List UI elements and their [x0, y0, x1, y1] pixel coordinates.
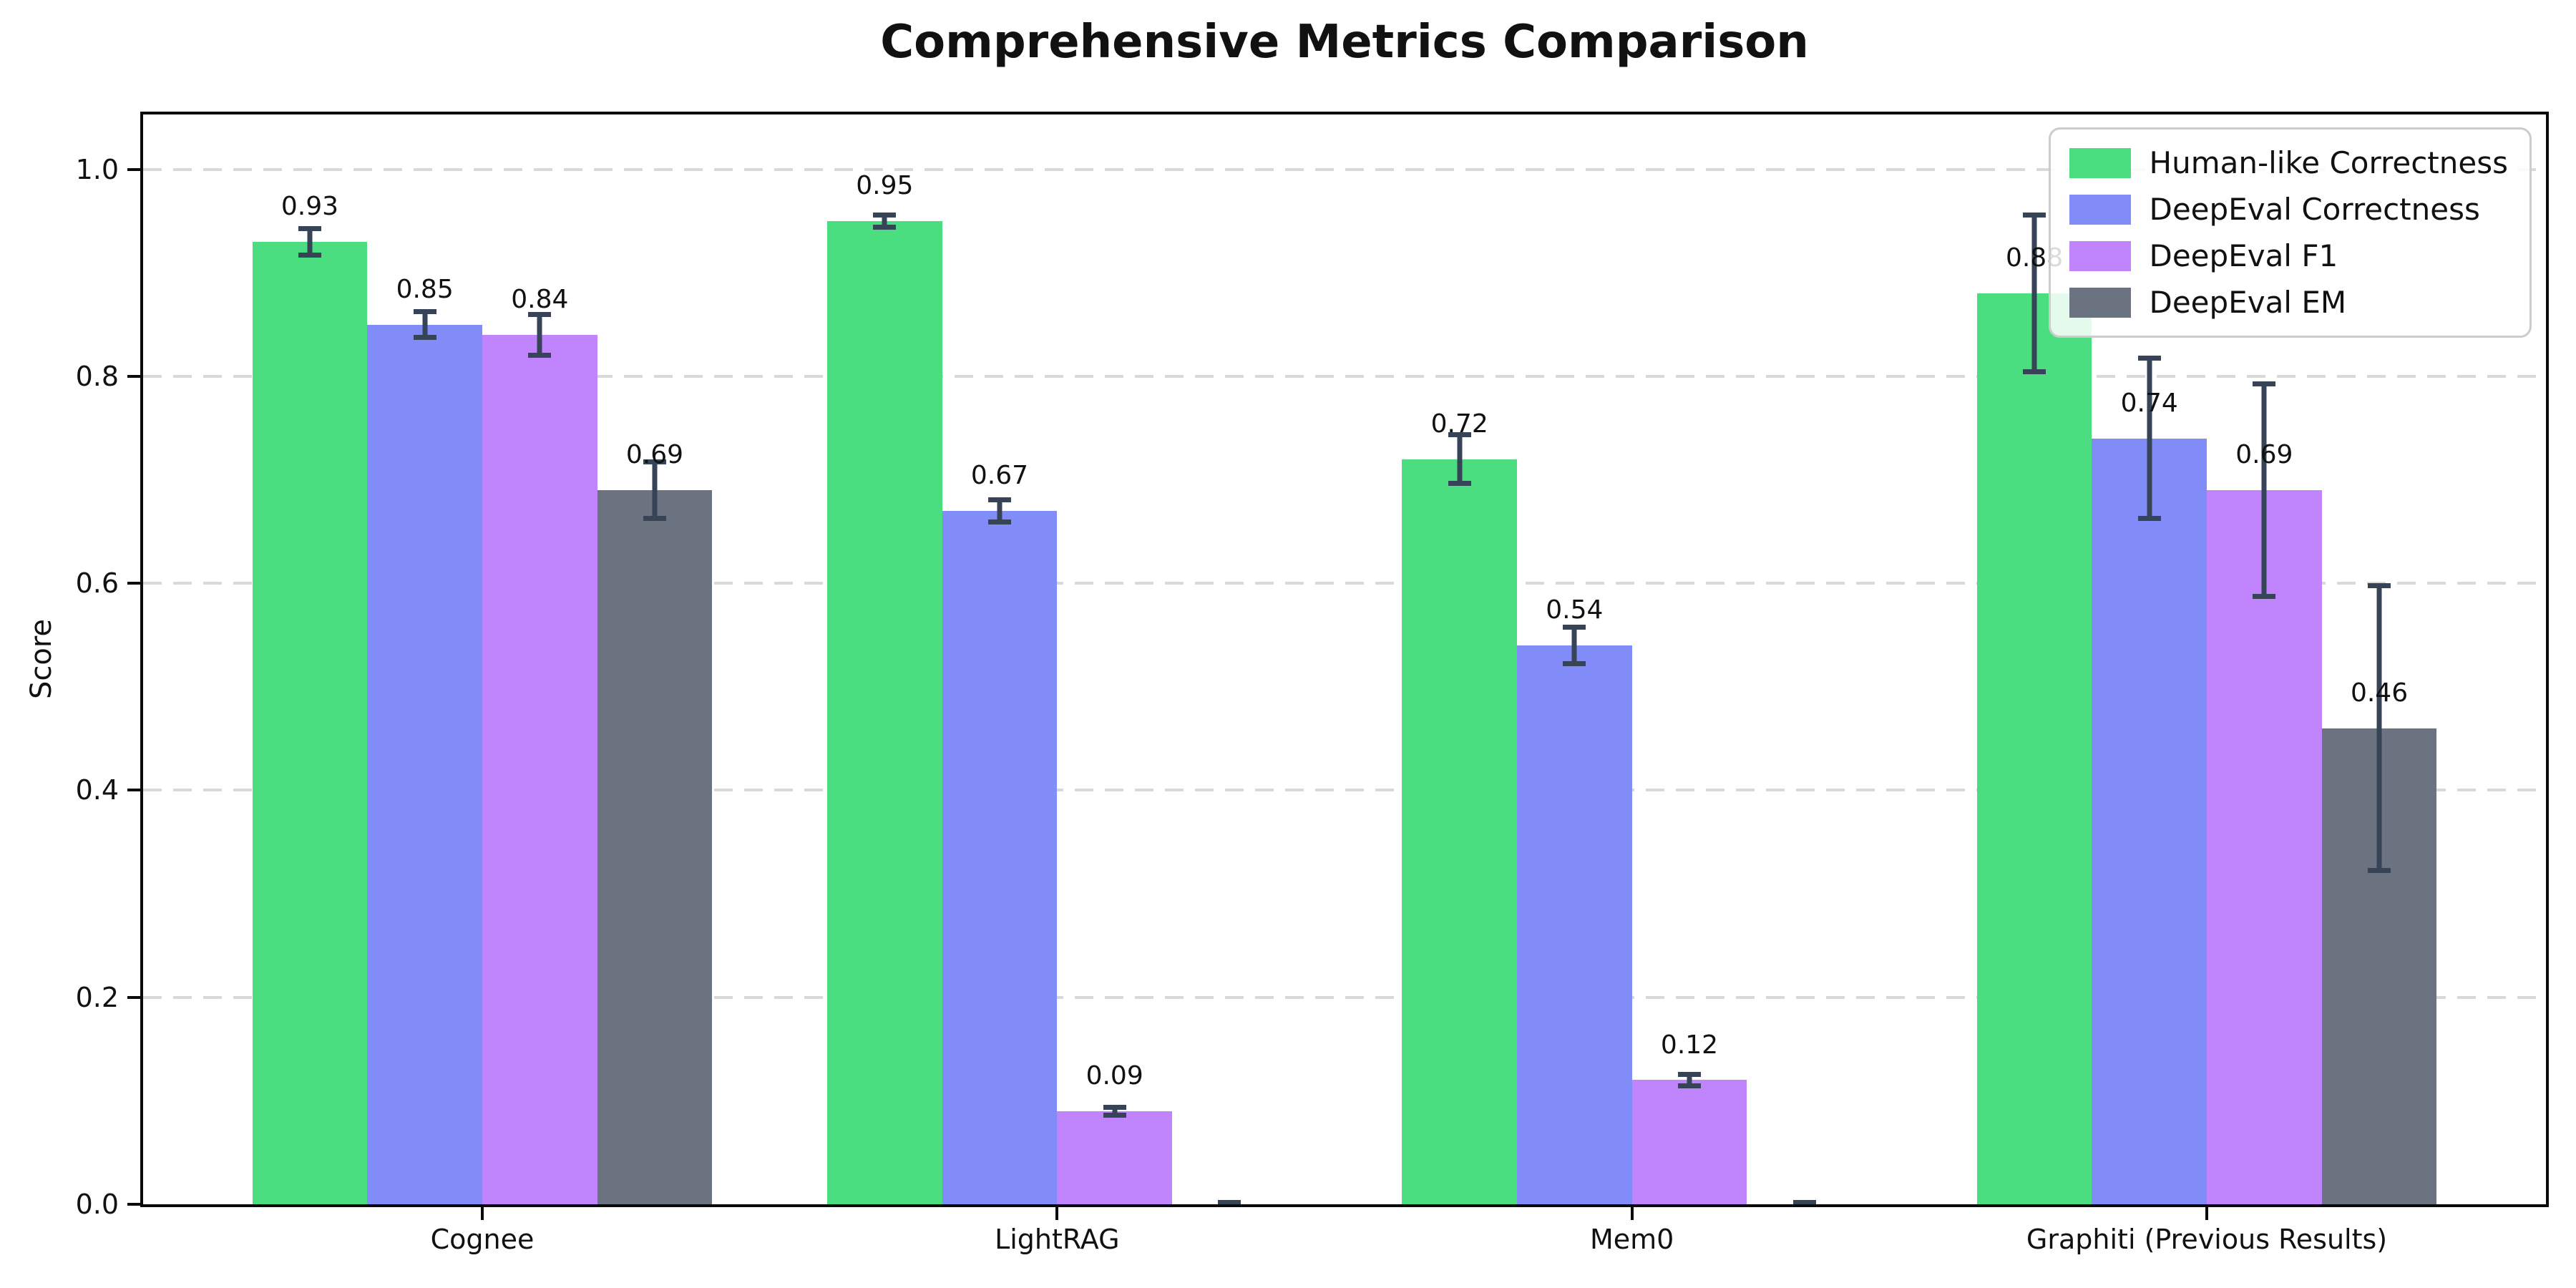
error-bar-deepeval-em-graphiti-previous-results: [2368, 583, 2391, 874]
legend-label-deepeval-correctness: DeepEval Correctness: [2149, 192, 2480, 227]
bar-human-like-correctness-graphiti-previous-results: [1976, 293, 2092, 1204]
x-tick-label-mem0: Mem0: [1589, 1224, 1674, 1255]
bar-deepeval-correctness-lightrag: [942, 510, 1058, 1204]
y-tick-mark: [127, 374, 140, 378]
y-axis-label: Score: [25, 618, 58, 700]
bar-deepeval-correctness-cognee: [367, 324, 482, 1204]
gridline-0.4: [143, 789, 2546, 792]
bar-value-label-human-like-correctness-lightrag: 0.95: [856, 171, 914, 201]
y-tick-label-1.0: 1.0: [75, 153, 119, 185]
y-tick-label-0.6: 0.6: [75, 567, 119, 600]
y-tick-mark: [127, 582, 140, 585]
bar-value-label-deepeval-f1-lightrag: 0.09: [1085, 1060, 1143, 1091]
legend-item-deepeval-f1: DeepEval F1: [2069, 238, 2509, 273]
bar-deepeval-f1-graphiti-previous-results: [2207, 490, 2322, 1204]
bar-deepeval-f1-lightrag: [1057, 1111, 1172, 1204]
error-bar-deepeval-f1-lightrag: [1103, 1105, 1126, 1118]
error-bar-deepeval-correctness-mem0: [1563, 625, 1586, 666]
x-tick-mark: [1630, 1207, 1634, 1220]
error-bar-deepeval-em-mem0: [1792, 1200, 1816, 1204]
error-bar-human-like-correctness-mem0: [1448, 432, 1471, 487]
legend-item-deepeval-em: DeepEval EM: [2069, 285, 2509, 320]
bar-value-label-human-like-correctness-cognee: 0.93: [280, 191, 339, 221]
bar-human-like-correctness-lightrag: [826, 220, 942, 1204]
bar-value-label-deepeval-correctness-graphiti-previous-results: 0.74: [2120, 388, 2178, 418]
legend-item-human-like-correctness: Human-like Correctness: [2069, 145, 2509, 180]
error-bar-deepeval-correctness-cognee: [413, 308, 436, 341]
legend-swatch-deepeval-correctness: [2069, 194, 2131, 225]
gridline-0.6: [143, 582, 2546, 585]
legend-label-deepeval-f1: DeepEval F1: [2149, 238, 2338, 273]
error-bar-human-like-correctness-lightrag: [873, 213, 897, 230]
y-tick-mark: [127, 167, 140, 171]
x-tick-label-graphiti-previous-results: Graphiti (Previous Results): [2026, 1224, 2388, 1255]
legend-label-human-like-correctness: Human-like Correctness: [2149, 145, 2509, 180]
legend-item-deepeval-correctness: DeepEval Correctness: [2069, 192, 2509, 227]
error-bar-human-like-correctness-cognee: [298, 226, 321, 258]
legend-label-deepeval-em: DeepEval EM: [2149, 285, 2347, 320]
y-tick-label-0.8: 0.8: [75, 360, 119, 392]
bar-deepeval-correctness-graphiti-previous-results: [2092, 438, 2207, 1204]
x-tick-label-cognee: Cognee: [430, 1224, 535, 1255]
error-bar-deepeval-f1-mem0: [1678, 1071, 1701, 1089]
y-tick-label-0.4: 0.4: [75, 774, 119, 806]
x-tick-mark: [480, 1207, 484, 1220]
error-bar-human-like-correctness-graphiti-previous-results: [2023, 213, 2046, 375]
bar-deepeval-correctness-mem0: [1517, 645, 1632, 1204]
gridline-1.0: [143, 167, 2546, 171]
bar-value-label-deepeval-em-graphiti-previous-results: 0.46: [2350, 678, 2409, 708]
plot-area: 0.93 0.95 0.72 0.88 0.85 0.67 0.54 0.74 0.84 0.09…: [140, 112, 2549, 1207]
y-tick-label-0.2: 0.2: [75, 981, 119, 1013]
bar-value-label-human-like-correctness-mem0: 0.72: [1430, 409, 1488, 439]
bar-value-label-deepeval-f1-cognee: 0.84: [511, 285, 569, 315]
y-tick-label-0.0: 0.0: [75, 1189, 119, 1220]
y-tick-mark: [127, 789, 140, 792]
bar-value-label-deepeval-em-cognee: 0.69: [625, 440, 684, 470]
gridline-0.8: [143, 374, 2546, 378]
y-tick-mark: [127, 995, 140, 999]
bar-value-label-deepeval-correctness-cognee: 0.85: [396, 274, 454, 304]
chart-title: Comprehensive Metrics Comparison: [880, 16, 1809, 69]
bar-value-label-deepeval-f1-mem0: 0.12: [1660, 1030, 1719, 1060]
bar-value-label-deepeval-correctness-lightrag: 0.67: [970, 461, 1029, 491]
error-bar-deepeval-f1-cognee: [528, 312, 552, 358]
legend: Human-like Correctness DeepEval Correctne…: [2048, 127, 2532, 338]
bar-human-like-correctness-mem0: [1402, 459, 1517, 1204]
error-bar-deepeval-em-cognee: [643, 459, 666, 522]
x-tick-mark: [2205, 1207, 2209, 1220]
bar-deepeval-f1-mem0: [1631, 1080, 1747, 1204]
bar-deepeval-em-cognee: [597, 490, 713, 1204]
x-tick-mark: [1055, 1207, 1059, 1220]
bar-human-like-correctness-cognee: [252, 241, 368, 1204]
bar-deepeval-f1-cognee: [482, 335, 597, 1204]
gridline-0.2: [143, 995, 2546, 999]
bar-value-label-deepeval-correctness-mem0: 0.54: [1546, 595, 1604, 625]
legend-swatch-human-like-correctness: [2069, 147, 2131, 178]
y-tick-mark: [127, 1203, 140, 1206]
error-bar-deepeval-correctness-lightrag: [987, 497, 1011, 525]
legend-swatch-deepeval-f1: [2069, 240, 2131, 271]
legend-swatch-deepeval-em: [2069, 287, 2131, 318]
bar-value-label-deepeval-f1-graphiti-previous-results: 0.69: [2235, 440, 2293, 470]
error-bar-deepeval-correctness-graphiti-previous-results: [2137, 356, 2161, 522]
error-bar-deepeval-f1-graphiti-previous-results: [2253, 381, 2276, 599]
error-bar-deepeval-em-lightrag: [1218, 1200, 1241, 1204]
x-tick-label-lightrag: LightRAG: [995, 1224, 1120, 1255]
